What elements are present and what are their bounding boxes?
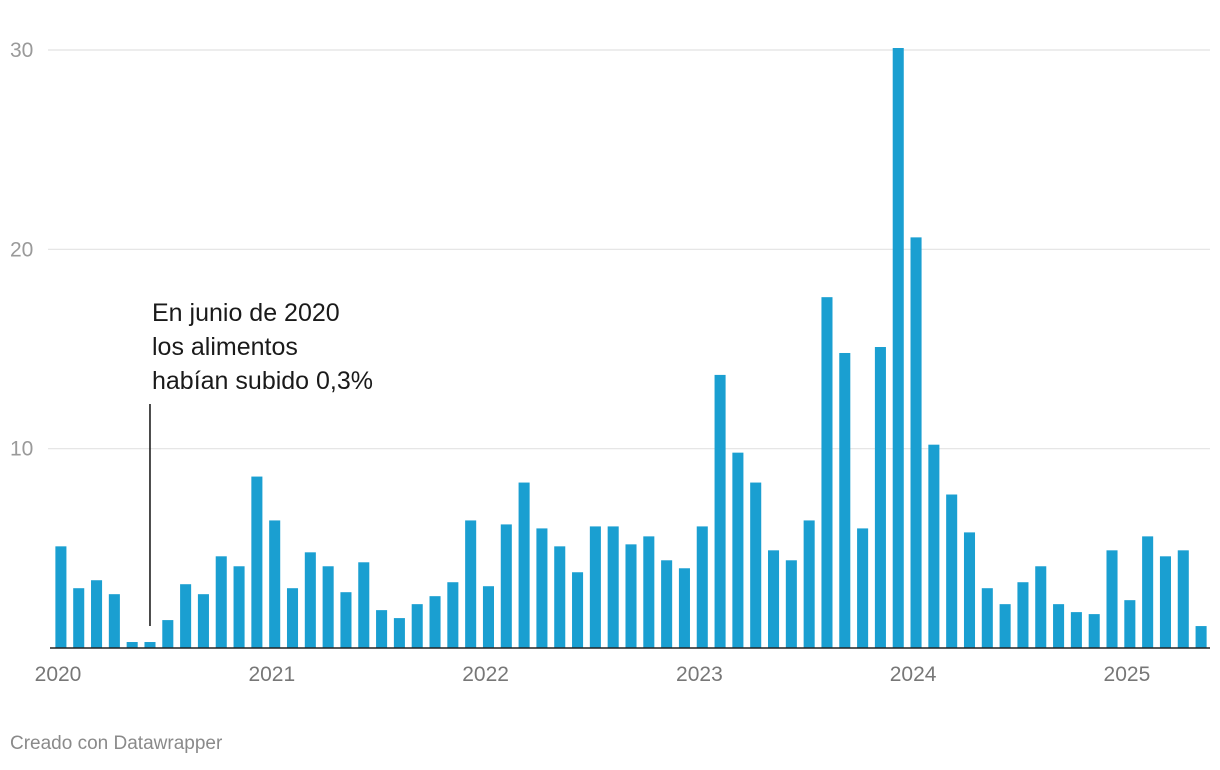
bar [768,550,780,648]
bar [696,526,708,648]
annotation-text-line: habían subido 0,3% [152,367,373,395]
bar [643,536,655,648]
bar [785,560,797,648]
bar [857,528,869,648]
bar [1070,612,1082,648]
bar-chart: 10 20 30 2020 2021 2022 2023 2024 2025 En junio… [10,39,1210,686]
bar [144,642,156,648]
bar [981,588,993,648]
bar [821,297,833,648]
y-tick-label-20: 20 [10,238,33,261]
bar [126,642,138,648]
bar [892,48,904,648]
bar [999,604,1011,648]
bar [500,524,512,648]
x-tick-label-2024: 2024 [890,663,937,686]
bar [1106,550,1118,648]
bar [55,546,67,648]
bar [1124,600,1136,648]
bar [750,482,762,648]
bar [91,580,103,648]
bar [661,560,673,648]
bar [376,610,388,648]
bar [482,586,494,648]
bar [304,552,316,648]
x-axis-tick-labels: 2020 2021 2022 2023 2024 2025 [35,663,1151,686]
bar [233,566,245,648]
annotation-text-line: los alimentos [152,333,298,361]
y-tick-label-10: 10 [10,438,33,461]
bar [340,592,352,648]
bar [910,237,922,648]
x-tick-label-2025: 2025 [1104,663,1151,686]
bar [197,594,209,648]
bar [803,520,815,648]
bar [554,546,566,648]
x-tick-label-2022: 2022 [462,663,509,686]
bar [180,584,192,648]
bar [732,452,744,648]
bar [251,476,263,648]
bar [518,482,530,648]
bar [447,582,459,648]
bar [429,596,441,648]
bar [607,526,619,648]
bar [1142,536,1154,648]
bar [928,444,940,648]
bar [1035,566,1047,648]
bar [589,526,601,648]
bar [572,572,584,648]
bar [678,568,690,648]
bar [839,352,851,648]
annotation-text-line: En junio de 2020 [152,299,340,327]
x-tick-label-2020: 2020 [35,663,82,686]
gridlines [48,49,1210,450]
bar [963,532,976,648]
bar [874,347,886,648]
annotation: En junio de 2020 los alimentos habían subi… [149,299,373,626]
bar [215,556,227,648]
bar [625,544,637,648]
bar [73,588,85,648]
bar [1195,626,1207,648]
bar [393,618,405,648]
bar [1177,550,1189,648]
bar [322,566,334,648]
bar [1159,556,1171,648]
bar [1088,614,1100,648]
bar [1053,604,1065,648]
bar [286,588,299,648]
bar [269,520,281,648]
bar [536,528,548,648]
bar [358,562,370,648]
x-tick-label-2021: 2021 [248,663,295,686]
x-tick-label-2023: 2023 [676,663,723,686]
y-tick-label-30: 30 [10,39,33,62]
bar [1017,582,1029,648]
bar [411,604,423,648]
bars [55,48,1207,648]
bar [162,620,174,648]
bar [108,594,120,648]
y-axis-tick-labels: 10 20 30 [10,39,33,461]
bar [714,374,726,648]
credit-text: Creado con Datawrapper [10,733,223,754]
bar [946,494,958,648]
bar [465,520,477,648]
